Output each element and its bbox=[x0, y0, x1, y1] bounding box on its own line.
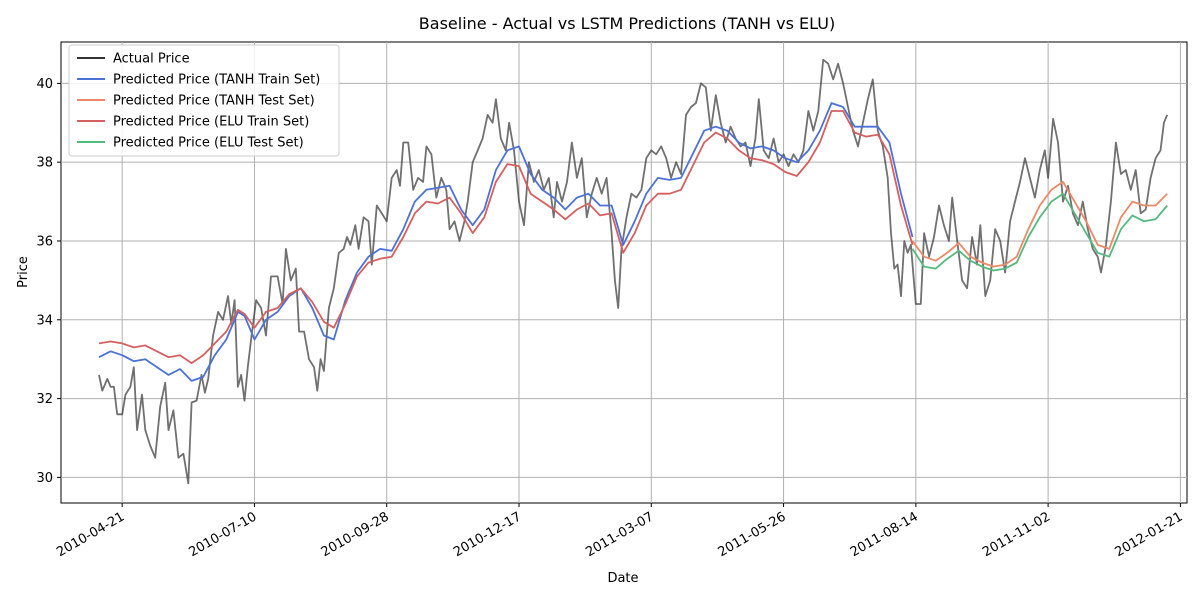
legend-label: Predicted Price (ELU Train Set) bbox=[113, 115, 309, 130]
series-line-5 bbox=[911, 192, 1168, 272]
legend-label: Predicted Price (TANH Test Set) bbox=[113, 94, 315, 109]
series-line-1 bbox=[98, 58, 1169, 485]
plot-area bbox=[60, 41, 1188, 504]
y-tick-label: 30 bbox=[36, 471, 53, 486]
y-tick-label: 36 bbox=[36, 234, 53, 249]
y-axis-title: Price bbox=[16, 256, 31, 288]
y-tick-label: 34 bbox=[36, 313, 53, 328]
series-line-2 bbox=[98, 102, 914, 382]
y-tick-label: 40 bbox=[36, 77, 53, 92]
y-axis: 30 32 34 36 38 40 bbox=[36, 77, 61, 486]
legend-label: Actual Price bbox=[113, 52, 190, 67]
plot-frame bbox=[60, 41, 1188, 504]
legend: Actual Price Predicted Price (TANH Train … bbox=[68, 44, 340, 157]
series-layer bbox=[98, 58, 1169, 485]
series-line-3 bbox=[911, 180, 1168, 268]
legend-box bbox=[68, 44, 340, 157]
legend-label: Predicted Price (ELU Test Set) bbox=[113, 136, 304, 151]
y-tick-label: 38 bbox=[36, 156, 53, 171]
series-line-4 bbox=[98, 110, 914, 365]
y-tick-label: 32 bbox=[36, 392, 53, 407]
grid bbox=[61, 42, 1187, 503]
legend-label: Predicted Price (TANH Train Set) bbox=[113, 73, 320, 88]
x-axis-title: Date bbox=[607, 571, 638, 586]
chart-title: Baseline - Actual vs LSTM Predictions (T… bbox=[419, 14, 835, 33]
